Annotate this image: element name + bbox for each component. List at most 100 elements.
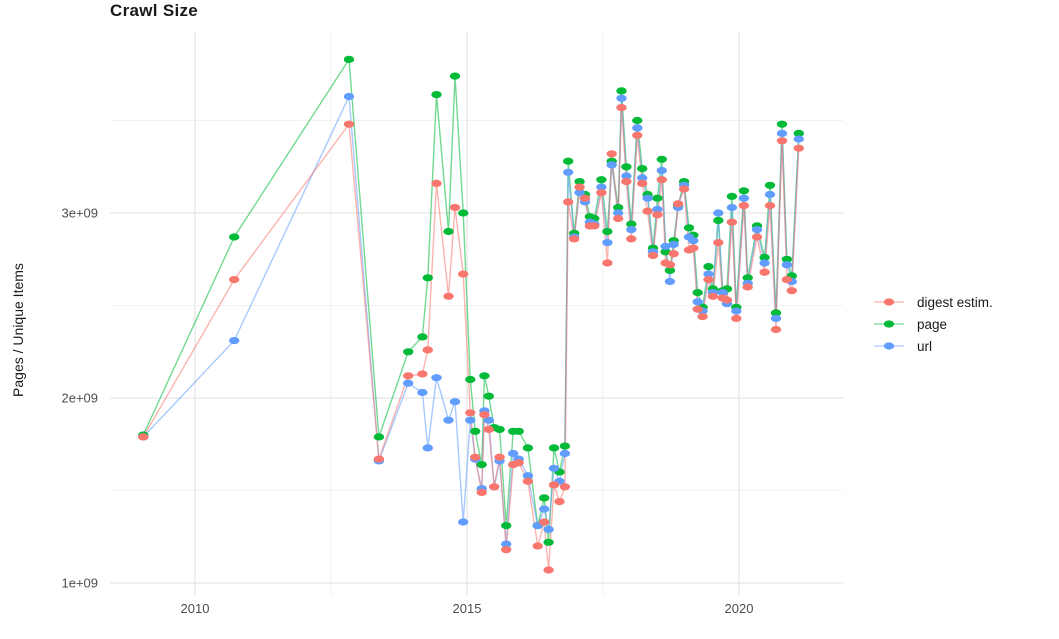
data-point-digest-estim- <box>602 259 613 267</box>
data-point-url <box>543 525 554 534</box>
data-point-page <box>776 120 788 128</box>
legend-key-digest-icon <box>874 298 904 306</box>
data-point-digest-estim- <box>431 179 442 187</box>
y-tick-label: 2e+09 <box>61 391 98 406</box>
legend: digest estim. page url <box>872 291 993 357</box>
data-point-url <box>613 209 624 217</box>
data-point-url <box>483 416 494 424</box>
data-point-digest-estim- <box>770 325 782 334</box>
data-point-url <box>751 226 763 234</box>
data-point-page <box>548 444 560 452</box>
data-point-digest-estim- <box>449 203 461 212</box>
data-point-url <box>668 240 679 248</box>
data-point-page <box>742 274 753 282</box>
data-point-url <box>626 226 637 234</box>
data-point-page <box>632 116 643 125</box>
legend-label-page: page <box>917 316 948 332</box>
data-point-digest-estim- <box>742 283 753 291</box>
data-point-url <box>465 416 476 424</box>
data-point-digest-estim- <box>403 372 414 380</box>
data-point-digest-estim- <box>479 411 490 419</box>
data-point-digest-estim- <box>613 214 624 223</box>
data-point-url <box>422 444 433 452</box>
data-point-digest-estim- <box>626 235 637 243</box>
data-point-digest-estim- <box>786 287 797 295</box>
data-point-url <box>781 261 793 269</box>
data-point-digest-estim- <box>229 276 240 284</box>
data-point-url <box>688 237 699 245</box>
data-point-page <box>343 55 355 64</box>
data-point-page <box>479 372 490 380</box>
data-point-digest-estim- <box>697 313 708 321</box>
data-point-url <box>642 194 653 202</box>
data-point-url <box>403 379 414 387</box>
data-point-digest-estim- <box>738 202 750 210</box>
data-point-page <box>652 194 663 202</box>
data-point-digest-estim- <box>476 488 487 496</box>
data-point-page <box>738 187 750 195</box>
data-point-digest-estim- <box>647 251 659 260</box>
data-point-page <box>664 266 676 274</box>
series-line-url <box>142 95 800 545</box>
data-point-digest-estim- <box>793 144 804 152</box>
data-point-page <box>596 176 607 184</box>
data-point-page <box>501 522 512 530</box>
data-point-digest-estim- <box>522 477 534 485</box>
data-point-url <box>443 416 454 424</box>
data-point-digest-estim- <box>501 546 512 554</box>
y-tick-label: 3e+09 <box>61 206 98 221</box>
data-point-url <box>637 174 648 182</box>
data-point-digest-estim- <box>688 244 699 252</box>
data-point-url <box>563 168 574 176</box>
data-point-page <box>621 163 632 171</box>
legend-key-page-icon <box>874 320 904 328</box>
data-point-digest-estim- <box>707 292 719 300</box>
data-point-digest-estim- <box>642 207 653 215</box>
data-point-page <box>559 442 571 450</box>
data-point-page <box>637 165 648 173</box>
data-point-url <box>776 129 788 137</box>
data-point-digest-estim- <box>513 459 524 467</box>
data-point-page <box>431 91 442 99</box>
y-tick-label: 1e+09 <box>61 576 98 591</box>
data-point-digest-estim- <box>637 179 648 187</box>
data-point-url <box>616 94 627 102</box>
data-point-digest-estim- <box>616 104 627 112</box>
data-point-digest-estim- <box>781 276 793 284</box>
series-line-digest-estim- <box>142 106 800 571</box>
data-point-page <box>458 209 469 217</box>
data-point-page <box>483 392 494 400</box>
data-point-page <box>602 227 613 236</box>
data-point-digest-estim- <box>548 481 560 489</box>
data-point-page <box>522 444 534 452</box>
data-point-url <box>508 449 519 458</box>
data-point-page <box>403 348 414 356</box>
data-point-page <box>539 494 550 502</box>
x-tick-label: 2015 <box>453 601 482 616</box>
data-point-page <box>713 216 724 224</box>
data-point-digest-estim- <box>422 346 433 354</box>
data-point-digest-estim- <box>539 518 550 526</box>
data-point-digest-estim- <box>494 453 505 461</box>
data-point-page <box>703 263 714 271</box>
data-point-url <box>449 398 461 406</box>
data-point-digest-estim- <box>489 483 500 491</box>
data-point-url <box>522 472 534 480</box>
data-point-digest-estim- <box>759 268 770 276</box>
data-point-url <box>602 239 613 247</box>
data-point-url <box>431 374 442 382</box>
data-point-url <box>596 183 607 191</box>
data-point-url <box>738 194 750 202</box>
data-point-url <box>343 92 355 101</box>
data-point-url <box>501 540 512 548</box>
data-point-digest-estim- <box>589 222 600 230</box>
legend-item-url: url <box>872 335 993 357</box>
data-point-page <box>793 129 804 137</box>
data-point-page <box>613 203 624 212</box>
data-point-page <box>656 155 667 163</box>
data-point-page <box>726 192 738 200</box>
data-point-page <box>476 461 487 469</box>
data-point-url <box>713 209 724 217</box>
data-point-url <box>770 314 782 322</box>
